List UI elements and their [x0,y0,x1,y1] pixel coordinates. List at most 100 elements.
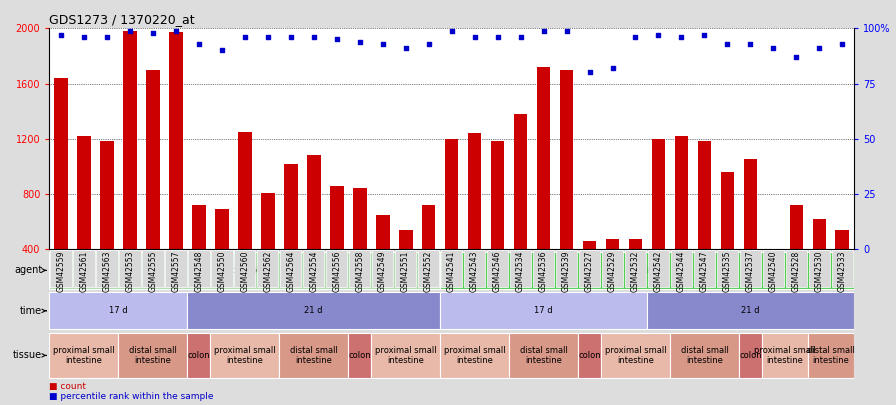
Text: distal small
intestine: distal small intestine [681,346,728,365]
Point [606,65,620,71]
Point [468,34,482,40]
Bar [188,250,210,287]
Point [720,40,735,47]
Point [766,45,780,51]
Bar [280,333,349,378]
Bar [789,205,804,249]
Bar [670,333,739,378]
Text: agent: agent [14,265,42,275]
Bar [739,333,762,378]
Text: GSM42554: GSM42554 [309,251,318,292]
Bar [671,250,693,287]
Bar [578,333,601,378]
Text: GSM42533: GSM42533 [838,251,847,292]
Text: distal small
intestine: distal small intestine [807,346,855,365]
Bar [418,250,439,287]
Bar [237,132,252,249]
Text: GSM42548: GSM42548 [194,251,203,292]
Text: GSM42555: GSM42555 [148,251,157,292]
Text: GSM42543: GSM42543 [470,251,479,292]
Bar [440,252,854,289]
Bar [257,250,279,287]
Text: GSM42547: GSM42547 [700,251,709,292]
Bar [440,292,647,329]
Bar [813,219,826,249]
Point [537,27,551,34]
Point [54,32,68,38]
Bar [468,133,481,249]
Point [375,40,390,47]
Text: colon: colon [739,351,762,360]
Point [744,40,758,47]
Text: GSM42560: GSM42560 [240,251,249,292]
Text: colon: colon [578,351,601,360]
Text: colon: colon [349,351,371,360]
Point [145,30,159,36]
Text: GSM42529: GSM42529 [608,251,617,292]
Point [651,32,666,38]
Text: GSM42558: GSM42558 [355,251,364,292]
Text: 17 d: 17 d [109,306,127,315]
Point [306,34,321,40]
Bar [303,250,324,287]
Bar [395,250,417,287]
Bar [353,188,366,249]
Bar [441,250,462,287]
Bar [349,250,370,287]
Text: GSM42539: GSM42539 [562,251,571,292]
Text: GSM42527: GSM42527 [585,251,594,292]
Bar [118,333,187,378]
Point [99,34,114,40]
Bar [372,250,393,287]
Point [559,27,573,34]
Text: proximal small
intestine: proximal small intestine [605,346,667,365]
Text: ■ percentile rank within the sample: ■ percentile rank within the sample [49,392,214,401]
Point [261,34,275,40]
Text: proximal small
intestine: proximal small intestine [214,346,275,365]
Text: GSM42557: GSM42557 [171,251,180,292]
Bar [261,192,274,249]
Bar [629,239,642,249]
Text: GSM42536: GSM42536 [539,251,548,292]
Text: GSM42537: GSM42537 [746,251,755,292]
Bar [556,250,577,287]
Text: GSM42534: GSM42534 [516,251,525,292]
Bar [601,333,670,378]
Bar [49,252,440,289]
Text: distal small
intestine: distal small intestine [129,346,177,365]
Point [444,27,459,34]
Bar [606,239,619,249]
Bar [762,333,808,378]
Text: 21 d: 21 d [741,306,760,315]
Bar [537,67,550,249]
Text: GSM42553: GSM42553 [125,251,134,292]
Text: GSM42532: GSM42532 [631,251,640,292]
Bar [831,250,853,287]
Text: GSM42561: GSM42561 [79,251,89,292]
Point [352,38,366,45]
Bar [444,139,459,249]
Bar [510,250,531,287]
Point [490,34,504,40]
Bar [371,333,440,378]
Bar [234,250,255,287]
Text: GSM42546: GSM42546 [493,251,502,292]
Text: proximal small
intestine: proximal small intestine [53,346,115,365]
Bar [119,250,141,287]
Bar [330,185,343,249]
Text: colon: colon [187,351,210,360]
Bar [602,250,624,287]
Text: GSM42552: GSM42552 [424,251,433,292]
Point [237,34,252,40]
Bar [739,250,762,287]
Point [675,34,689,40]
Point [421,40,435,47]
Point [283,34,297,40]
Bar [509,333,578,378]
Text: GSM42563: GSM42563 [102,251,111,292]
Bar [647,292,854,329]
Text: GSM42559: GSM42559 [56,251,65,292]
Text: ■ count: ■ count [49,382,86,391]
Text: GSM42550: GSM42550 [217,251,226,292]
Bar [422,205,435,249]
